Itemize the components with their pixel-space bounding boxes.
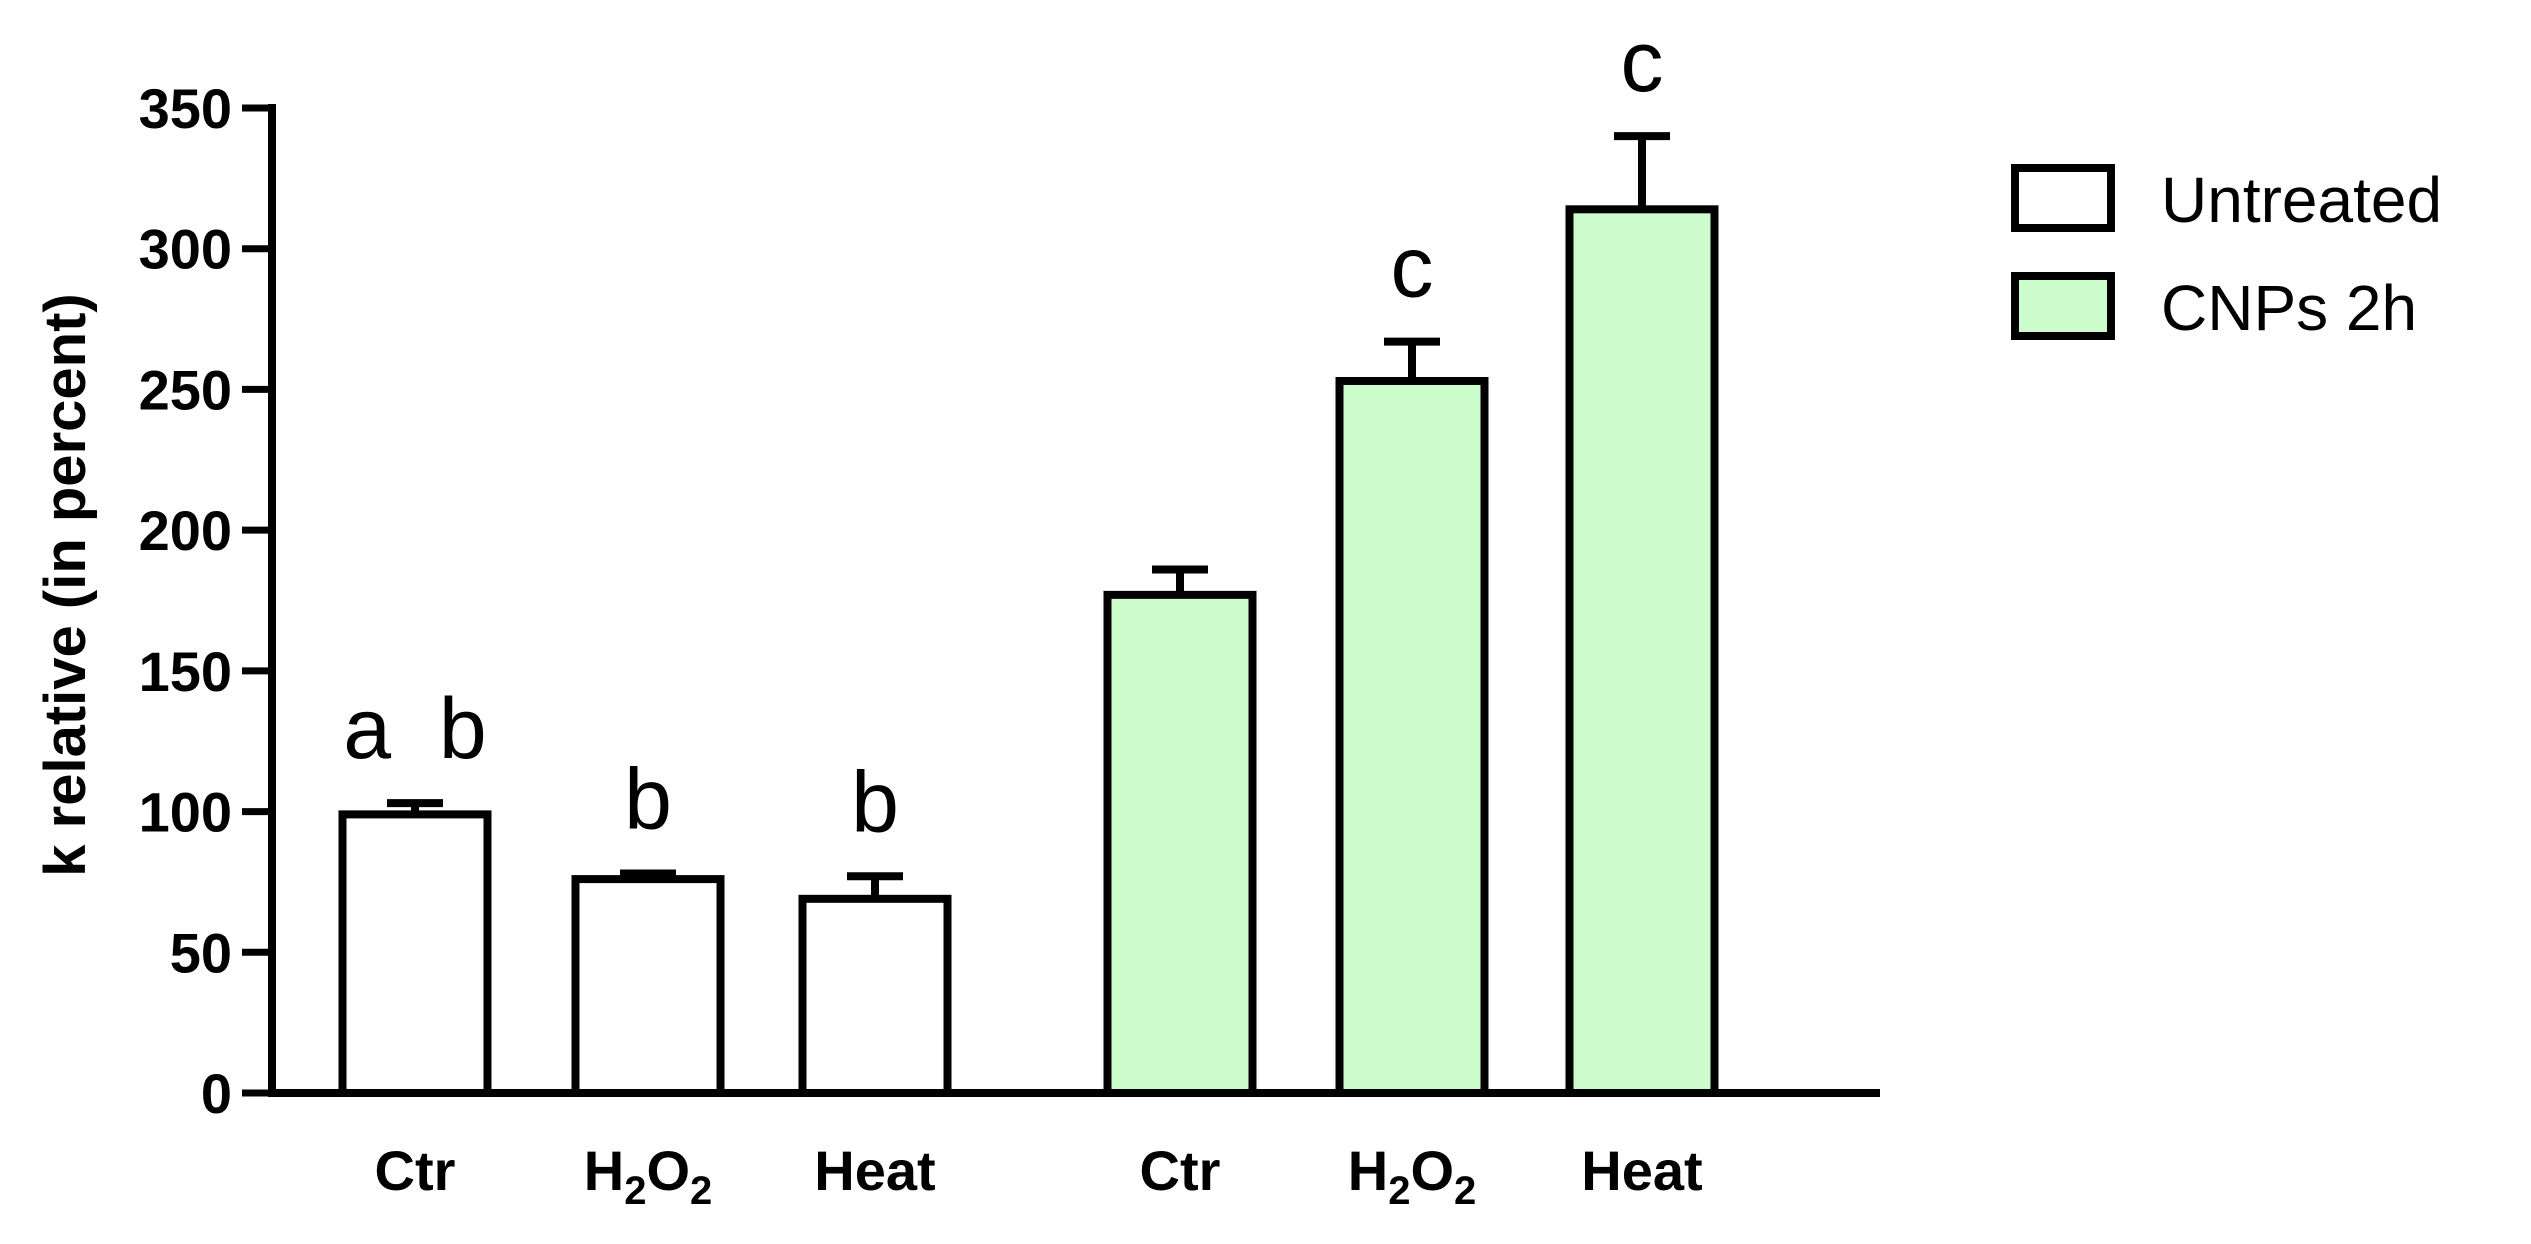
legend-label: Untreated: [2161, 164, 2442, 236]
y-axis: 0 50 100 150 200 250 300 350: [139, 77, 276, 1125]
x-tick-label: Heat: [1581, 1139, 1702, 1202]
y-tick-label: 150: [139, 640, 232, 703]
significance-letter: c: [1391, 220, 1434, 316]
significance-labels: a b b b c c: [343, 14, 1663, 850]
bar: [1565, 205, 1719, 1098]
legend-swatch: [2011, 272, 2115, 340]
x-tick-labels: Ctr H2O2 Heat Ctr H2O2 Heat: [375, 1139, 1703, 1213]
significance-letter: b: [624, 751, 672, 847]
legend-label: CNPs 2h: [2161, 272, 2417, 344]
legend: Untreated CNPs 2h: [2011, 164, 2442, 344]
x-tick-label: H2O2: [584, 1139, 713, 1213]
significance-letter: a b: [343, 681, 486, 777]
bars: [338, 205, 1719, 1098]
y-tick-label: 350: [139, 77, 232, 140]
x-tick-label: H2O2: [1348, 1139, 1477, 1213]
y-tick-label: 300: [139, 218, 232, 281]
significance-letter: b: [851, 754, 899, 850]
x-tick-label: Heat: [814, 1139, 935, 1202]
error-bars: [387, 132, 1670, 899]
y-tick-label: 100: [139, 781, 232, 844]
bar: [571, 875, 725, 1097]
bar: [1103, 590, 1257, 1097]
y-axis-label: k relative (in percent): [33, 293, 98, 876]
y-tick-label: 0: [201, 1062, 232, 1125]
y-tick-label: 50: [170, 921, 232, 984]
bar: [1335, 376, 1489, 1097]
y-tick-label: 200: [139, 499, 232, 562]
x-tick-label: Ctr: [375, 1139, 456, 1202]
x-tick-label: Ctr: [1140, 1139, 1221, 1202]
bar: [338, 810, 492, 1098]
legend-swatch: [2011, 164, 2115, 232]
significance-letter: c: [1621, 14, 1664, 110]
y-tick-label: 250: [139, 358, 232, 421]
bar: [798, 894, 952, 1097]
